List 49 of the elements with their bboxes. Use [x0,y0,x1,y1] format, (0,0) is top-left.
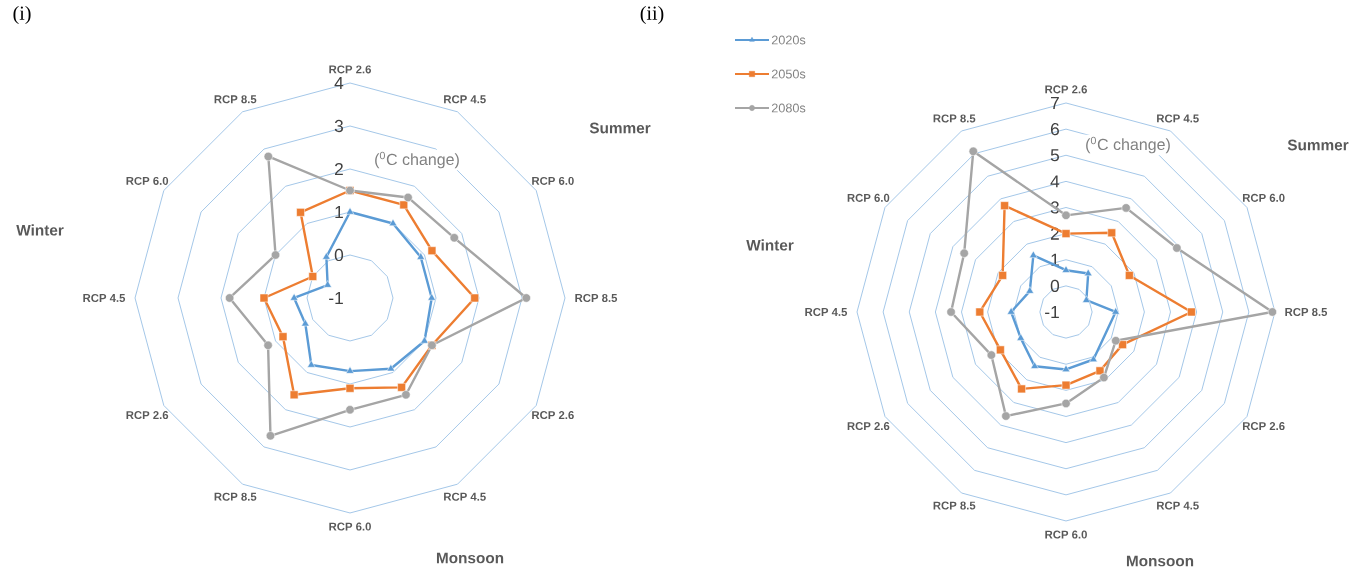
y-tick-label: 6 [1050,122,1059,136]
text: Monsoon [436,552,504,564]
spoke-label: RCP 8.5 [214,492,257,501]
spoke-label: RCP 6.0 [1242,193,1285,202]
spoke-label: RCP 4.5 [444,95,486,104]
text: Winter [16,224,64,236]
spoke-label: RCP 6.0 [126,176,169,185]
spoke-label: RCP 4.5 [805,307,848,316]
legend-label: 2080s [771,103,806,113]
y-tick-label: -1 [329,292,343,304]
text: Summer [1287,139,1349,151]
text: ($^{0}$C change) [375,151,459,169]
spoke-label: RCP 8.5 [575,293,618,302]
text: Winter [746,239,794,251]
y-tick-label: 3 [334,119,343,133]
spoke-label: RCP 4.5 [444,492,486,501]
spoke-label: RCP 2.6 [1242,422,1285,431]
y-tick-label: 4 [334,77,344,89]
spoke-label: RCP 8.5 [1285,307,1328,316]
text: ($^{0}$C change) [1086,136,1170,154]
legend-label: 2020s [771,35,806,45]
spoke-label: RCP 2.6 [329,65,372,74]
y-tick-label: 5 [1050,149,1059,162]
y-tick-label: 0 [1050,279,1060,292]
y-tick-label: 0 [334,248,344,262]
spoke-label: RCP 8.5 [933,501,976,510]
text: Summer [589,122,651,134]
spoke-label: RCP 4.5 [83,293,126,302]
chart-title: (i) [13,5,31,25]
spoke-label: RCP 2.6 [1045,85,1087,94]
y-tick-label: 4 [1050,175,1060,188]
spoke-label: RCP 8.5 [933,114,976,123]
spoke-label: RCP 8.5 [214,95,257,104]
spoke-label: RCP 6.0 [532,176,574,185]
spoke-label: RCP 4.5 [1157,114,1199,123]
y-tick-label: 2 [334,162,343,176]
spoke-label: RCP 6.0 [1045,530,1087,539]
spoke-label: RCP 6.0 [847,193,890,202]
spoke-label: RCP 6.0 [329,522,371,531]
legend-label: 2050s [771,69,806,79]
text: Monsoon [1126,555,1194,567]
spoke-label: RCP 2.6 [532,411,574,420]
chart-title: (ii) [640,5,664,25]
spoke-label: RCP 4.5 [1157,501,1199,510]
y-tick-label: -1 [1045,306,1059,318]
spoke-label: RCP 2.6 [126,411,169,420]
spoke-label: RCP 2.6 [847,422,890,431]
y-tick-label: 7 [1050,97,1059,109]
y-tick-label: 1 [335,206,343,218]
